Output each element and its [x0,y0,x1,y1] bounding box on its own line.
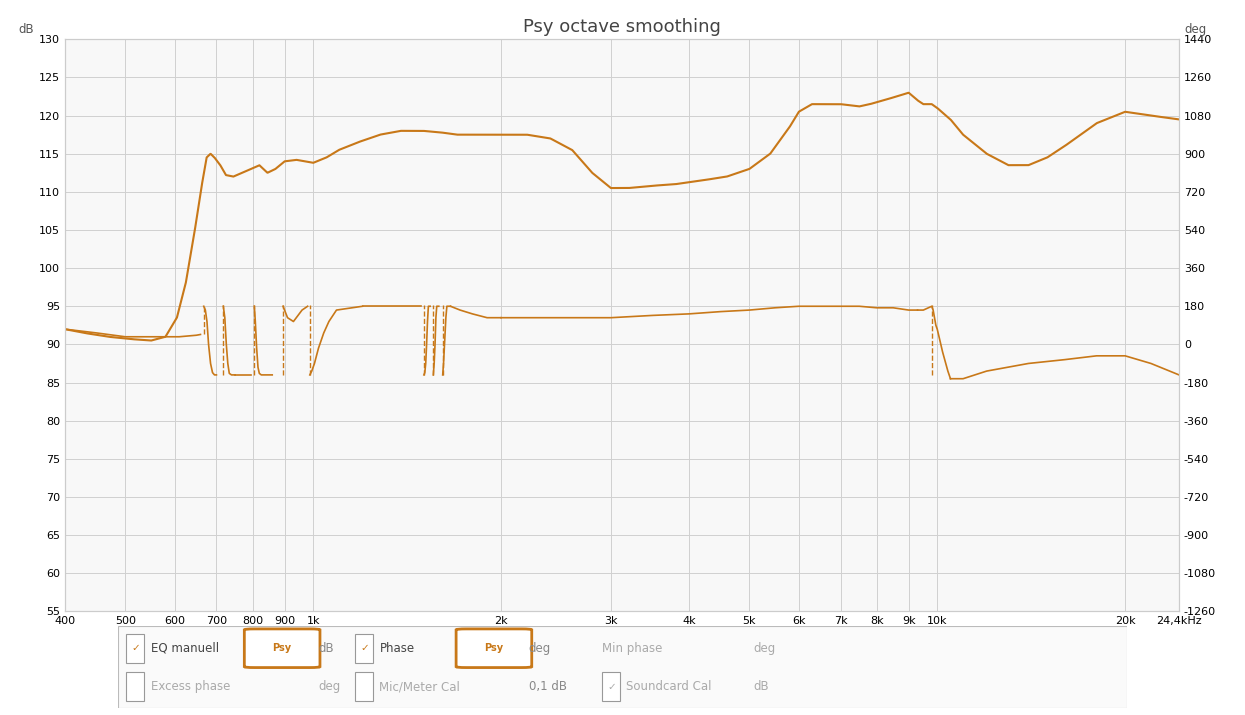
Text: Mic/Meter Cal: Mic/Meter Cal [380,681,461,694]
Text: ✓: ✓ [131,644,139,654]
Text: ✓: ✓ [608,682,616,692]
Text: Min phase: Min phase [603,642,662,655]
Bar [355,673,374,701]
Text: deg: deg [529,642,552,655]
Text: deg: deg [1184,24,1206,36]
Text: Psy: Psy [484,644,503,654]
FancyBboxPatch shape [118,626,1127,708]
Text: Phase: Phase [380,642,415,655]
Text: deg: deg [753,642,776,655]
Bar [355,633,374,663]
FancyBboxPatch shape [244,629,320,668]
Text: Excess phase: Excess phase [151,681,230,694]
FancyBboxPatch shape [456,629,532,668]
Text: ✓: ✓ [360,644,369,654]
Bar [603,673,620,701]
Text: 0,1 dB: 0,1 dB [529,681,566,694]
Bar [126,633,144,663]
Text: dB: dB [317,642,334,655]
Text: deg: deg [317,681,340,694]
Text: Soundcard Cal: Soundcard Cal [625,681,711,694]
Text: Psy: Psy [273,644,291,654]
Text: dB: dB [753,681,769,694]
Text: EQ manuell: EQ manuell [151,642,219,655]
Bar [126,673,144,701]
Title: Psy octave smoothing: Psy octave smoothing [523,19,721,36]
Text: dB: dB [17,24,34,36]
